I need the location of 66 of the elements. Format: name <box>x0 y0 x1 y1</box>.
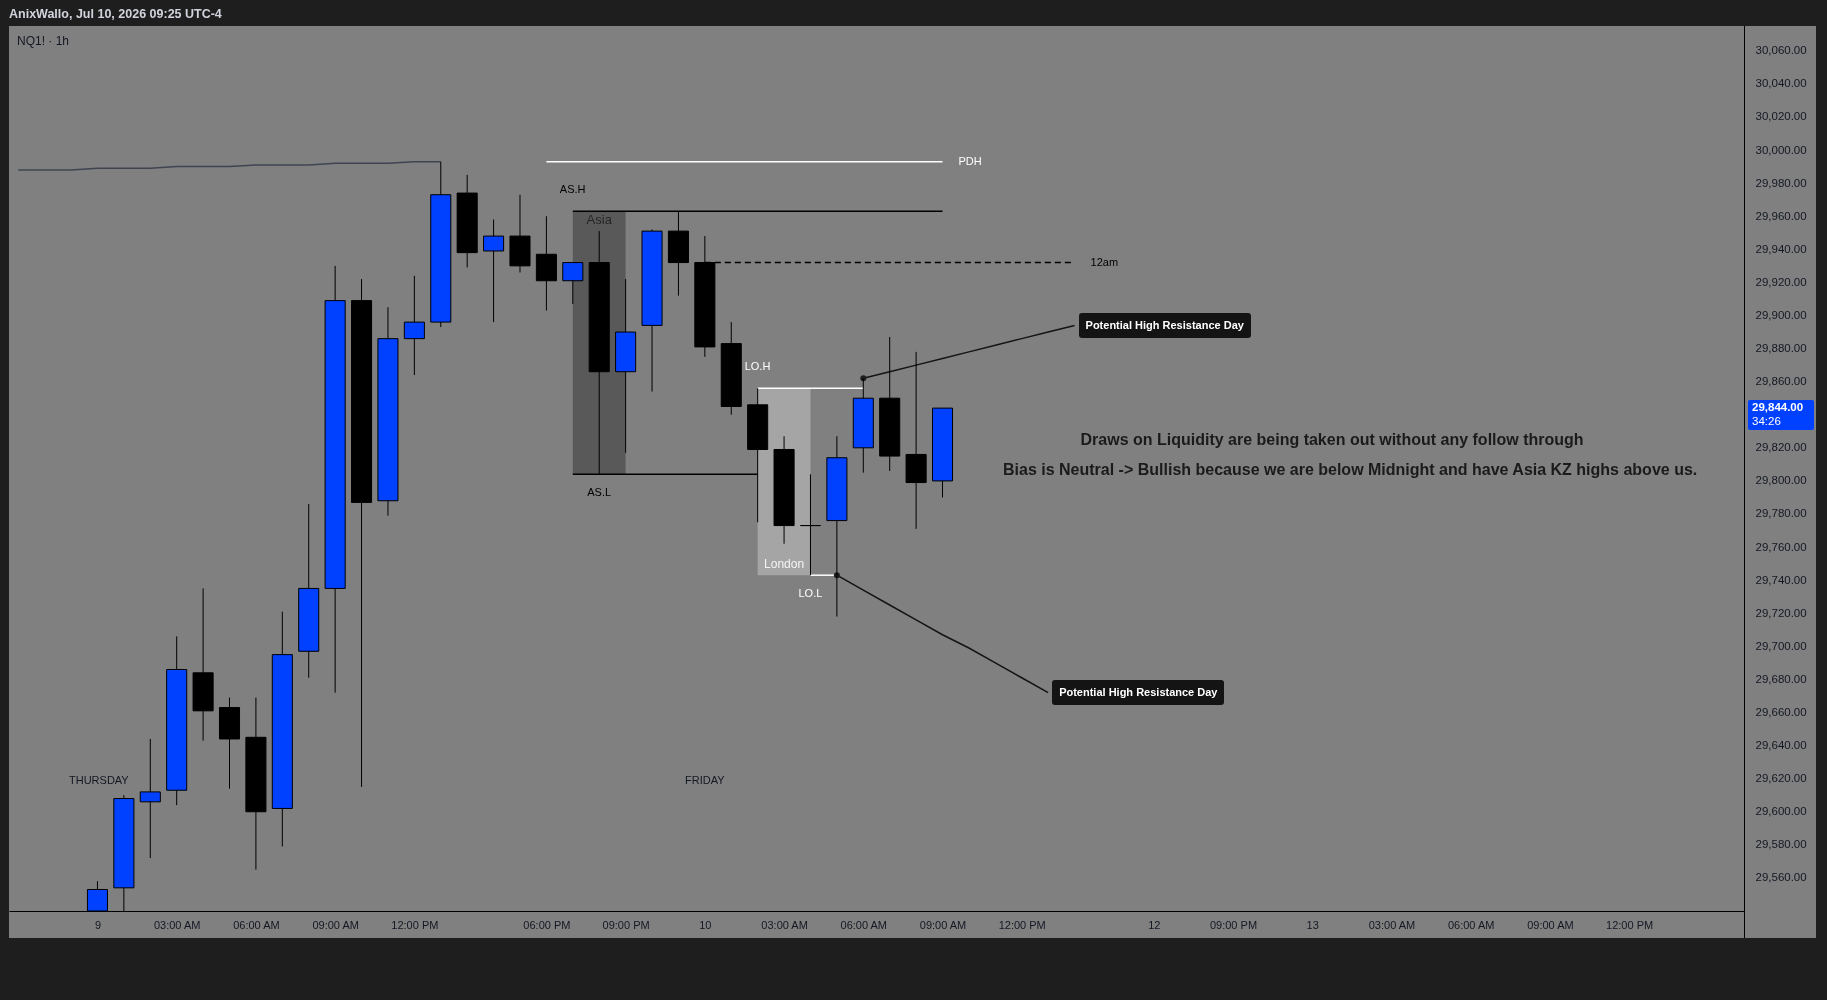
x-tick-label: 12:00 PM <box>391 918 439 931</box>
y-tick-label: 29,700.00 <box>1755 639 1807 652</box>
series-label: 12am <box>1090 256 1119 269</box>
annotation: THURSDAY <box>69 774 129 787</box>
x-tick-label: 06:00 PM <box>523 918 571 931</box>
y-tick-label: 29,620.00 <box>1755 772 1807 785</box>
series-label: LO.L <box>798 586 823 600</box>
y-tick-label: 29,940.00 <box>1755 242 1807 255</box>
x-tick-label: 13 <box>1306 918 1319 931</box>
series-label: Potential High Resistance Day <box>1052 680 1225 706</box>
y-tick-label: 29,760.00 <box>1755 540 1807 553</box>
y-tick-label: 29,740.00 <box>1755 573 1807 586</box>
x-tick-label: 09:00 PM <box>602 918 650 931</box>
y-tick-label: 29,960.00 <box>1755 209 1807 222</box>
candlestick <box>562 262 584 305</box>
candlestick <box>139 738 161 859</box>
text: 29,844.00 <box>1752 401 1805 415</box>
x-tick-label: 12 <box>1148 918 1161 931</box>
y-tick-label: 29,780.00 <box>1755 507 1807 520</box>
annotation: Bias is Neutral -> Bullish because we are below Midnight and have Asia KZ highs above us. <box>1003 460 1698 479</box>
y-tick-label: 29,680.00 <box>1755 672 1807 685</box>
series-label: AS.L <box>587 485 612 499</box>
x-tick-label: 09:00 PM <box>1209 918 1258 931</box>
y-tick-label: 29,640.00 <box>1755 739 1807 752</box>
text: NQ1! · 1h <box>17 34 70 49</box>
candlestick <box>483 219 505 323</box>
series-label: LO.H <box>744 359 771 373</box>
y-tick-label: 29,720.00 <box>1755 606 1807 619</box>
x-tick-label: 9 <box>94 918 102 931</box>
text: 34:26 <box>1752 414 1782 429</box>
x-tick-label: 06:00 AM <box>840 918 888 931</box>
y-tick-label: 29,860.00 <box>1755 375 1807 388</box>
line-series <box>17 160 442 171</box>
y-tick-label: 30,060.00 <box>1755 44 1807 57</box>
y-tick-label: 29,820.00 <box>1755 441 1807 454</box>
x-tick-label: 03:00 AM <box>761 918 808 931</box>
x-tick-label: 09:00 AM <box>919 918 967 931</box>
y-tick-label: 29,560.00 <box>1755 871 1807 884</box>
series-label: Potential High Resistance Day <box>1078 312 1251 338</box>
y-tick-label: 29,900.00 <box>1755 308 1807 321</box>
x-tick-label: 06:00 AM <box>233 918 280 931</box>
x-tick-label: 09:00 AM <box>1527 918 1574 931</box>
y-tick-label: 29,980.00 <box>1755 176 1807 189</box>
series-label: London <box>764 557 805 572</box>
x-tick-label: 12:00 PM <box>998 918 1046 931</box>
y-tick-label: 29,880.00 <box>1755 342 1807 355</box>
y-tick-label: 29,800.00 <box>1755 474 1807 487</box>
y-tick-label: 30,000.00 <box>1755 143 1807 156</box>
x-tick-label: 06:00 AM <box>1447 918 1495 931</box>
x-tick-label: 12:00 PM <box>1606 918 1654 931</box>
series-label: PDH <box>958 155 982 168</box>
y-tick-label: 30,020.00 <box>1755 110 1807 123</box>
y-tick-label: 29,660.00 <box>1755 706 1807 718</box>
text: AnixWallo, Jul 10, 2026 09:25 UTC-4 <box>9 7 222 22</box>
x-tick-label: 03:00 AM <box>1368 918 1416 931</box>
y-tick-label: 29,580.00 <box>1755 838 1807 851</box>
y-tick-label: 29,920.00 <box>1755 275 1807 288</box>
candlestick <box>403 275 425 376</box>
series-label: AS.H <box>559 182 586 196</box>
y-tick-label: 29,600.00 <box>1755 805 1807 818</box>
x-tick-label: 03:00 AM <box>153 918 201 931</box>
annotation: Draws on Liquidity are being taken out without any follow through <box>1080 431 1584 450</box>
x-tick-label: 10 <box>699 918 712 931</box>
x-tick-label: 09:00 AM <box>312 918 359 931</box>
y-tick-label: 30,040.00 <box>1755 77 1807 90</box>
annotation: FRIDAY <box>685 774 725 787</box>
